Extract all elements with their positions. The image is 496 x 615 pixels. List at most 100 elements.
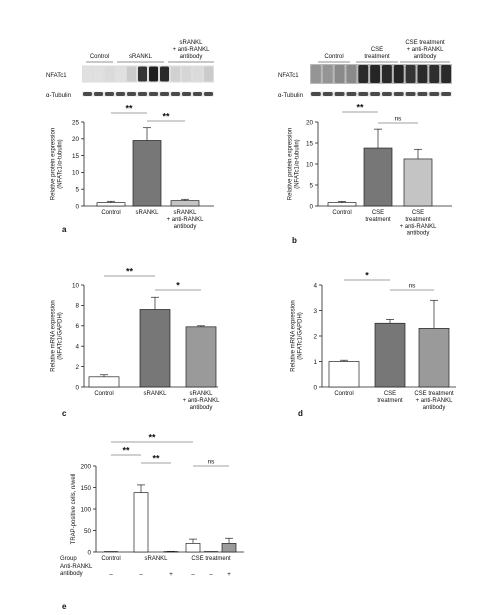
antibody-mark: – <box>109 571 113 578</box>
group-label: sRANKL <box>144 556 168 562</box>
tubulin-band <box>204 92 213 96</box>
nfatc1-band <box>116 66 125 82</box>
row-label-antibody-line: Anti-RANKL <box>60 564 93 570</box>
bar <box>327 202 357 207</box>
x-tick-label: CSE treatment + anti-RANKL antibody <box>400 210 438 237</box>
y-axis-label-line: Relative mRNA expression <box>291 300 297 371</box>
bar <box>403 158 433 207</box>
nfatc1-band <box>370 65 380 83</box>
group-label: CSE treatment <box>191 556 231 562</box>
y-tick-label: 4 <box>313 282 317 289</box>
tubulin-band <box>417 92 428 96</box>
y-tick-label: 0 <box>309 203 313 210</box>
tubulin-band <box>370 92 380 96</box>
nfatc1-band <box>127 66 136 82</box>
tubulin-band <box>105 92 114 96</box>
panel-label: d <box>298 409 303 418</box>
x-tick-label: Control <box>101 210 120 216</box>
tubulin-band <box>393 92 404 96</box>
panel-label: b <box>292 236 297 245</box>
nfatc1-band <box>83 66 92 82</box>
row-label-antibody: Anti-RANKL antibody <box>60 564 93 577</box>
x-tick-label-line: + anti-RANKL <box>416 398 454 404</box>
y-tick-label: 50 <box>84 528 92 535</box>
panel-label: e <box>62 602 67 611</box>
x-tick-label: Control <box>334 391 353 397</box>
y-tick-label: 4 <box>75 344 79 351</box>
y-axis-label: Relative mRNA expression(NFATc1/GAPDH) <box>51 300 64 371</box>
x-tick-label-line: CSE <box>412 210 424 216</box>
y-tick-label: 8 <box>75 303 79 310</box>
significance-label: ns <box>395 116 403 123</box>
nfatc1-band <box>171 66 180 82</box>
nfatc1-band <box>346 65 357 83</box>
x-tick-label-line: antibody <box>174 224 197 230</box>
nfatc1-blot-strip <box>310 64 452 84</box>
nfatc1-band <box>334 65 345 83</box>
nfatc1-band <box>204 66 213 82</box>
tubulin-band <box>346 92 357 96</box>
nfatc1-band <box>94 66 103 82</box>
x-tick-label-line: CSE <box>372 210 384 216</box>
bar <box>221 543 237 553</box>
nfatc1-band <box>429 65 440 83</box>
nfatc1-blot-strip <box>82 65 214 83</box>
x-tick-label: CSE treatment <box>365 210 391 223</box>
bar <box>185 543 201 553</box>
x-tick-label-line: CSE treatment <box>414 391 454 397</box>
tubulin-band <box>127 92 136 96</box>
nfatc1-band <box>149 66 158 82</box>
x-tick-label-line: treatment <box>365 217 391 223</box>
y-axis-label-line: (NFATc1/GAPDH) <box>297 312 303 360</box>
y-axis-label-line: Relative protein expression <box>288 128 294 200</box>
tubulin-band <box>171 92 180 96</box>
tubulin-band <box>311 92 321 96</box>
tubulin-band <box>116 92 125 96</box>
tubulin-band <box>94 92 103 96</box>
x-tick-label-line: sRANKL <box>189 391 213 397</box>
chart-c: 0 2 4 6 8 10 Relative mRNA expression(NFATc1/G… <box>51 267 221 419</box>
nfatc1-band <box>382 65 392 83</box>
y-tick-label: 0 <box>75 203 79 210</box>
chart-b: 0 5 10 15 20 Relative protein expression(NFAT… <box>288 103 452 245</box>
blot-lane-label-line: antibody <box>180 54 203 60</box>
x-tick-label: sRANKL + anti-RANKL antibody <box>183 391 221 411</box>
significance-label: ** <box>162 112 170 122</box>
bar <box>418 328 450 388</box>
antibody-mark: – <box>209 571 213 578</box>
antibody-mark: + <box>169 571 173 578</box>
blot-lane-label-line: CSE treatment <box>405 40 445 46</box>
blot-lane-label-line: sRANKL <box>179 40 203 46</box>
tubulin-band <box>358 92 369 96</box>
y-tick-label: 2 <box>313 333 317 340</box>
tubulin-band <box>138 92 147 96</box>
tubulin-band <box>405 92 416 96</box>
nfatc1-band <box>193 66 202 82</box>
antibody-mark: + <box>227 571 231 578</box>
bar <box>96 202 126 207</box>
group-label: Control <box>101 556 120 562</box>
y-tick-label: 25 <box>72 119 80 126</box>
y-tick-label: 10 <box>72 282 80 289</box>
blot-row-label: NFATc1 <box>46 73 67 79</box>
nfatc1-band <box>405 65 416 83</box>
bar <box>170 200 200 207</box>
panel-label: a <box>62 225 67 234</box>
x-tick-label: CSE treatment <box>377 391 403 404</box>
y-tick-label: 5 <box>309 182 313 189</box>
significance-label: ** <box>125 104 133 114</box>
bar <box>185 326 217 388</box>
bar <box>328 361 360 388</box>
tubulin-band <box>334 92 345 96</box>
nfatc1-band <box>441 65 451 83</box>
significance-label: ** <box>356 103 364 113</box>
tubulin-band <box>193 92 202 96</box>
blot-lane-label: Control <box>324 54 343 60</box>
tubulin-band <box>149 92 158 96</box>
tubulin-blot-strip <box>82 91 214 97</box>
nfatc1-band <box>311 65 321 83</box>
x-tick-label-line: antibody <box>423 405 446 411</box>
tubulin-band <box>441 92 451 96</box>
